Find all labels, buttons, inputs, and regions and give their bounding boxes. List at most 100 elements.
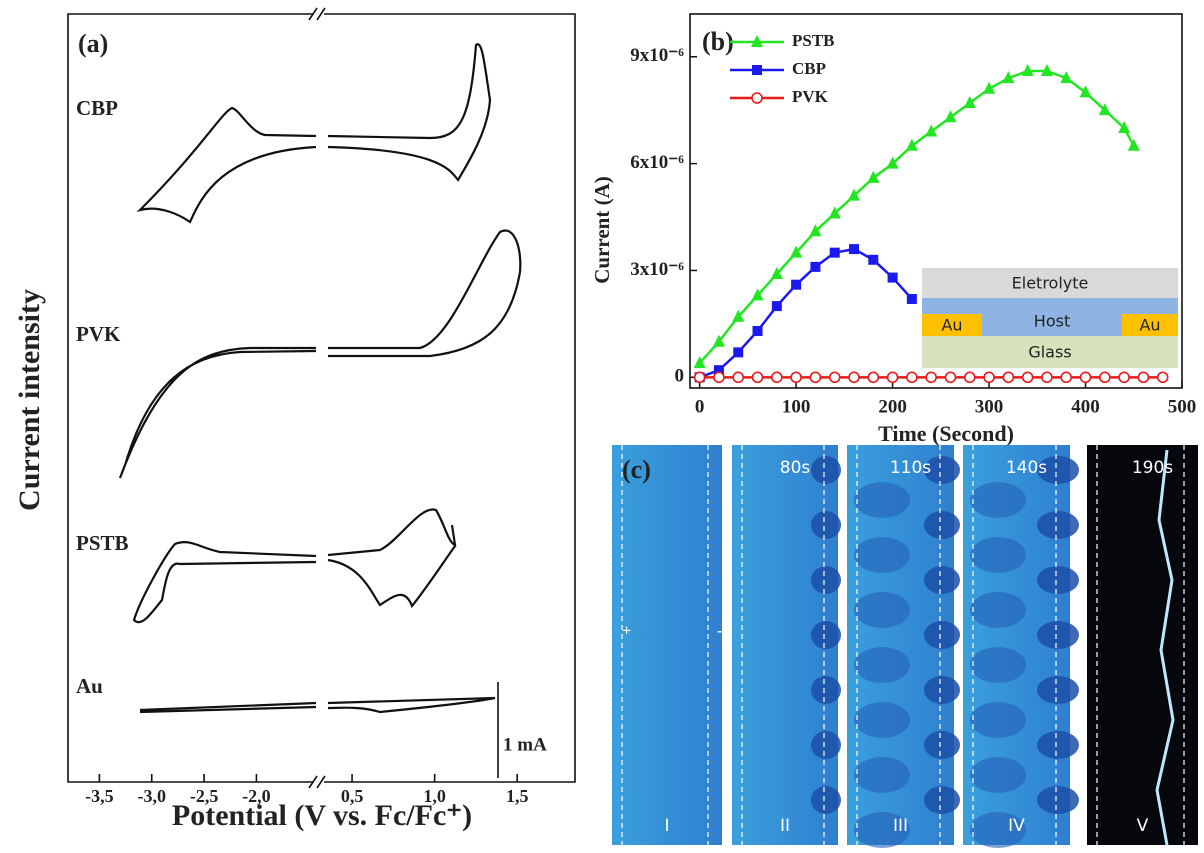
series-line xyxy=(699,247,913,379)
point xyxy=(905,138,918,151)
pvk-curve xyxy=(328,229,522,358)
point xyxy=(925,371,937,384)
point xyxy=(1002,71,1015,84)
photo-frame xyxy=(612,445,722,845)
dark-domain xyxy=(924,621,960,649)
dark-domain xyxy=(811,621,841,649)
legend-label: CBP xyxy=(792,59,826,78)
dark-domain xyxy=(854,757,910,793)
point xyxy=(1040,63,1053,76)
legend-marker xyxy=(752,65,762,75)
x-tick-label: 400 xyxy=(1071,396,1100,417)
dark-domain xyxy=(924,566,960,594)
legend-marker xyxy=(751,92,763,104)
point xyxy=(1099,371,1111,384)
dark-domain xyxy=(924,511,960,539)
point xyxy=(693,356,706,369)
dark-domain xyxy=(811,676,841,704)
y-axis-title: Current intensity xyxy=(13,289,46,511)
point xyxy=(848,371,860,384)
point xyxy=(770,267,783,280)
dark-domain xyxy=(970,757,1026,793)
photo-frame xyxy=(1087,445,1198,845)
x-axis-title: Potential (V vs. Fc/Fc⁺) xyxy=(172,799,472,832)
point xyxy=(1041,371,1053,384)
panel-label: (c) xyxy=(622,455,651,484)
curve-label: Au xyxy=(76,674,103,698)
x-axis-title: Time (Second) xyxy=(878,421,1014,446)
point xyxy=(963,371,976,384)
point xyxy=(790,245,803,258)
point xyxy=(1127,138,1140,151)
dark-domain xyxy=(970,537,1026,573)
x-tick-label: -2,5 xyxy=(190,786,219,806)
point xyxy=(887,272,898,283)
layer-label: Glass xyxy=(1028,343,1071,362)
point xyxy=(809,371,822,384)
polarity-minus: - xyxy=(717,623,722,640)
point xyxy=(771,301,782,312)
point xyxy=(712,334,725,347)
frame-label: III xyxy=(893,816,908,836)
x-tick-label: 0 xyxy=(695,396,705,417)
legend-label: PSTB xyxy=(792,31,835,50)
frame-time: 190s xyxy=(1132,458,1173,478)
dark-domain xyxy=(970,482,1026,518)
legend-label: PVK xyxy=(792,87,829,106)
dark-domain xyxy=(854,812,910,848)
point xyxy=(944,110,957,123)
electrode-label: Au xyxy=(1139,316,1160,335)
point xyxy=(693,371,706,384)
dark-domain xyxy=(1037,566,1079,594)
dark-domain xyxy=(1037,511,1079,539)
point xyxy=(1137,371,1150,384)
point xyxy=(925,124,938,137)
point xyxy=(732,309,745,322)
dark-domain xyxy=(1037,621,1079,649)
frame-label: V xyxy=(1137,816,1149,836)
panel-label: (b) xyxy=(702,27,734,56)
cbp-curve xyxy=(327,43,492,182)
point xyxy=(906,371,918,384)
dark-domain xyxy=(811,566,841,594)
x-tick-label: 500 xyxy=(1168,396,1197,417)
au-curve xyxy=(139,696,496,714)
point xyxy=(828,206,841,219)
dark-domain xyxy=(811,786,841,814)
y-tick-label: 0 xyxy=(675,366,685,387)
dark-domain xyxy=(924,676,960,704)
point xyxy=(1060,371,1073,384)
dark-domain xyxy=(924,456,960,484)
dark-domain xyxy=(811,456,841,484)
point xyxy=(867,170,880,183)
layer-label: Eletrolyte xyxy=(1012,274,1089,293)
panel-label: (a) xyxy=(78,29,108,58)
x-tick-label: -2,0 xyxy=(242,786,271,806)
device-inset: Eletrolyte Host Glass Au Au xyxy=(922,268,1178,368)
frame-label: IV xyxy=(1008,816,1025,836)
point xyxy=(732,371,745,384)
dark-domain xyxy=(854,702,910,738)
point xyxy=(983,371,995,384)
point xyxy=(1060,71,1073,84)
legend-marker xyxy=(751,35,763,47)
point xyxy=(809,224,822,237)
point xyxy=(1156,371,1169,384)
point xyxy=(906,293,917,304)
frame-time: 80s xyxy=(780,458,811,478)
dark-domain xyxy=(854,482,910,518)
point xyxy=(867,371,880,384)
layer-label: Host xyxy=(1034,312,1070,331)
panel-b-frame xyxy=(689,13,1183,389)
x-tick-label: 200 xyxy=(878,396,907,417)
photo-panel: I 80s II 110s III 140s IV 190s V (c) + - xyxy=(610,445,1204,848)
dark-domain xyxy=(854,537,910,573)
electrode-label: Au xyxy=(941,316,962,335)
point xyxy=(1079,371,1092,384)
point xyxy=(790,371,802,384)
point xyxy=(713,365,724,376)
frame-time: 140s xyxy=(1006,458,1047,478)
point xyxy=(944,371,957,384)
dark-domain xyxy=(1037,456,1079,484)
point xyxy=(771,371,783,384)
